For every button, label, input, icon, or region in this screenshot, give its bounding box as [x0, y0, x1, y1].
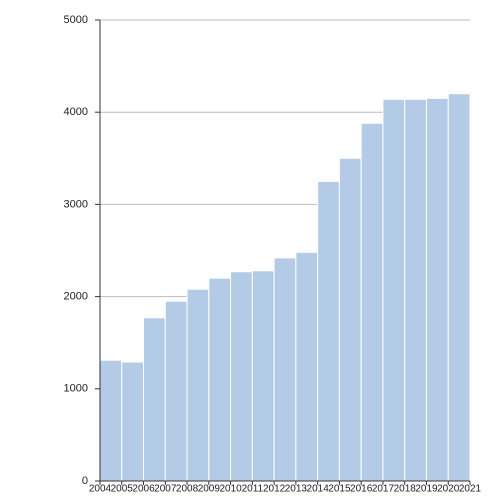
bar [317, 180, 340, 482]
bar [425, 97, 449, 482]
y-tick-label: 1000 [64, 383, 88, 395]
x-tick-label: 2019 [415, 484, 438, 495]
x-tick-label: 2006 [132, 484, 155, 495]
x-tick-label: 2005 [111, 484, 134, 495]
x-tick-label: 2017 [372, 484, 395, 495]
bar [99, 359, 123, 482]
x-tick-label: 2021 [459, 484, 482, 495]
x-tick-label: 2016 [350, 484, 373, 495]
bar [295, 251, 319, 482]
x-tick-label: 2013 [285, 484, 308, 495]
bar [447, 93, 471, 482]
x-tick-label: 2008 [176, 484, 199, 495]
bar [404, 98, 427, 482]
y-tick-label: 2000 [64, 291, 88, 303]
bar [143, 317, 166, 482]
x-tick-label: 2010 [219, 484, 242, 495]
bar [164, 300, 188, 482]
bar [251, 270, 275, 482]
x-tick-label: 2012 [263, 484, 286, 495]
x-tick-label: 2011 [242, 484, 264, 495]
x-tick-label: 2009 [198, 484, 221, 495]
x-tick-label: 2007 [154, 484, 177, 495]
bar [382, 98, 406, 482]
x-tick-label: 2015 [328, 484, 351, 495]
y-tick-label: 5000 [64, 14, 88, 26]
y-tick-label: 3000 [64, 198, 88, 210]
x-tick-label: 2018 [394, 484, 417, 495]
y-tick-label: 4000 [64, 106, 88, 118]
bar [230, 271, 253, 482]
y-tick-label: 0 [82, 475, 88, 487]
bar [121, 361, 145, 482]
bar [186, 288, 210, 482]
bar [338, 157, 362, 482]
bar [273, 257, 297, 482]
x-tick-label: 2014 [307, 484, 330, 495]
bar [208, 277, 232, 482]
x-tick-label: 2020 [437, 484, 460, 495]
x-tick-label: 2004 [89, 484, 112, 495]
bar [360, 122, 384, 482]
